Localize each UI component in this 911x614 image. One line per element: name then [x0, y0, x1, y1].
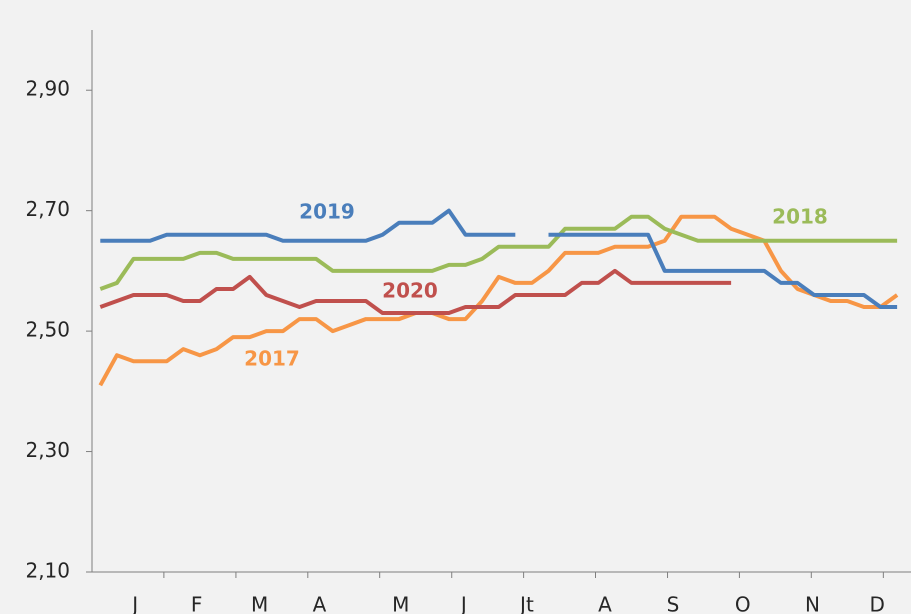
x-tick-label: A [313, 593, 327, 614]
series-label: 2017 [244, 347, 300, 371]
y-tick-label: 2,70 [25, 197, 70, 221]
y-tick-label: 2,30 [25, 438, 70, 462]
x-tick-label: J [130, 593, 138, 614]
x-tick-label: J [459, 593, 467, 614]
series-line [99, 268, 732, 316]
y-tick-label: 2,10 [25, 559, 70, 583]
x-tick-label: N [805, 593, 820, 614]
x-tick-label: S [667, 593, 680, 614]
series-line [548, 232, 898, 310]
plot-area [98, 208, 899, 387]
series-label: 2020 [382, 279, 438, 303]
series-label: 2019 [299, 200, 355, 224]
series-line [100, 208, 516, 243]
x-tick-label: F [191, 593, 203, 614]
x-tick-label: M [251, 593, 268, 614]
x-tick-label: O [735, 593, 751, 614]
y-tick-label: 2,90 [25, 77, 70, 101]
series-line [99, 214, 898, 291]
x-tick-label: A [598, 593, 612, 614]
y-tick-label: 2,50 [25, 318, 70, 342]
x-tick-label: D [869, 593, 884, 614]
series-label: 2018 [772, 205, 828, 229]
x-tick-label: M [392, 593, 409, 614]
x-tick-label: Jt [518, 593, 534, 614]
